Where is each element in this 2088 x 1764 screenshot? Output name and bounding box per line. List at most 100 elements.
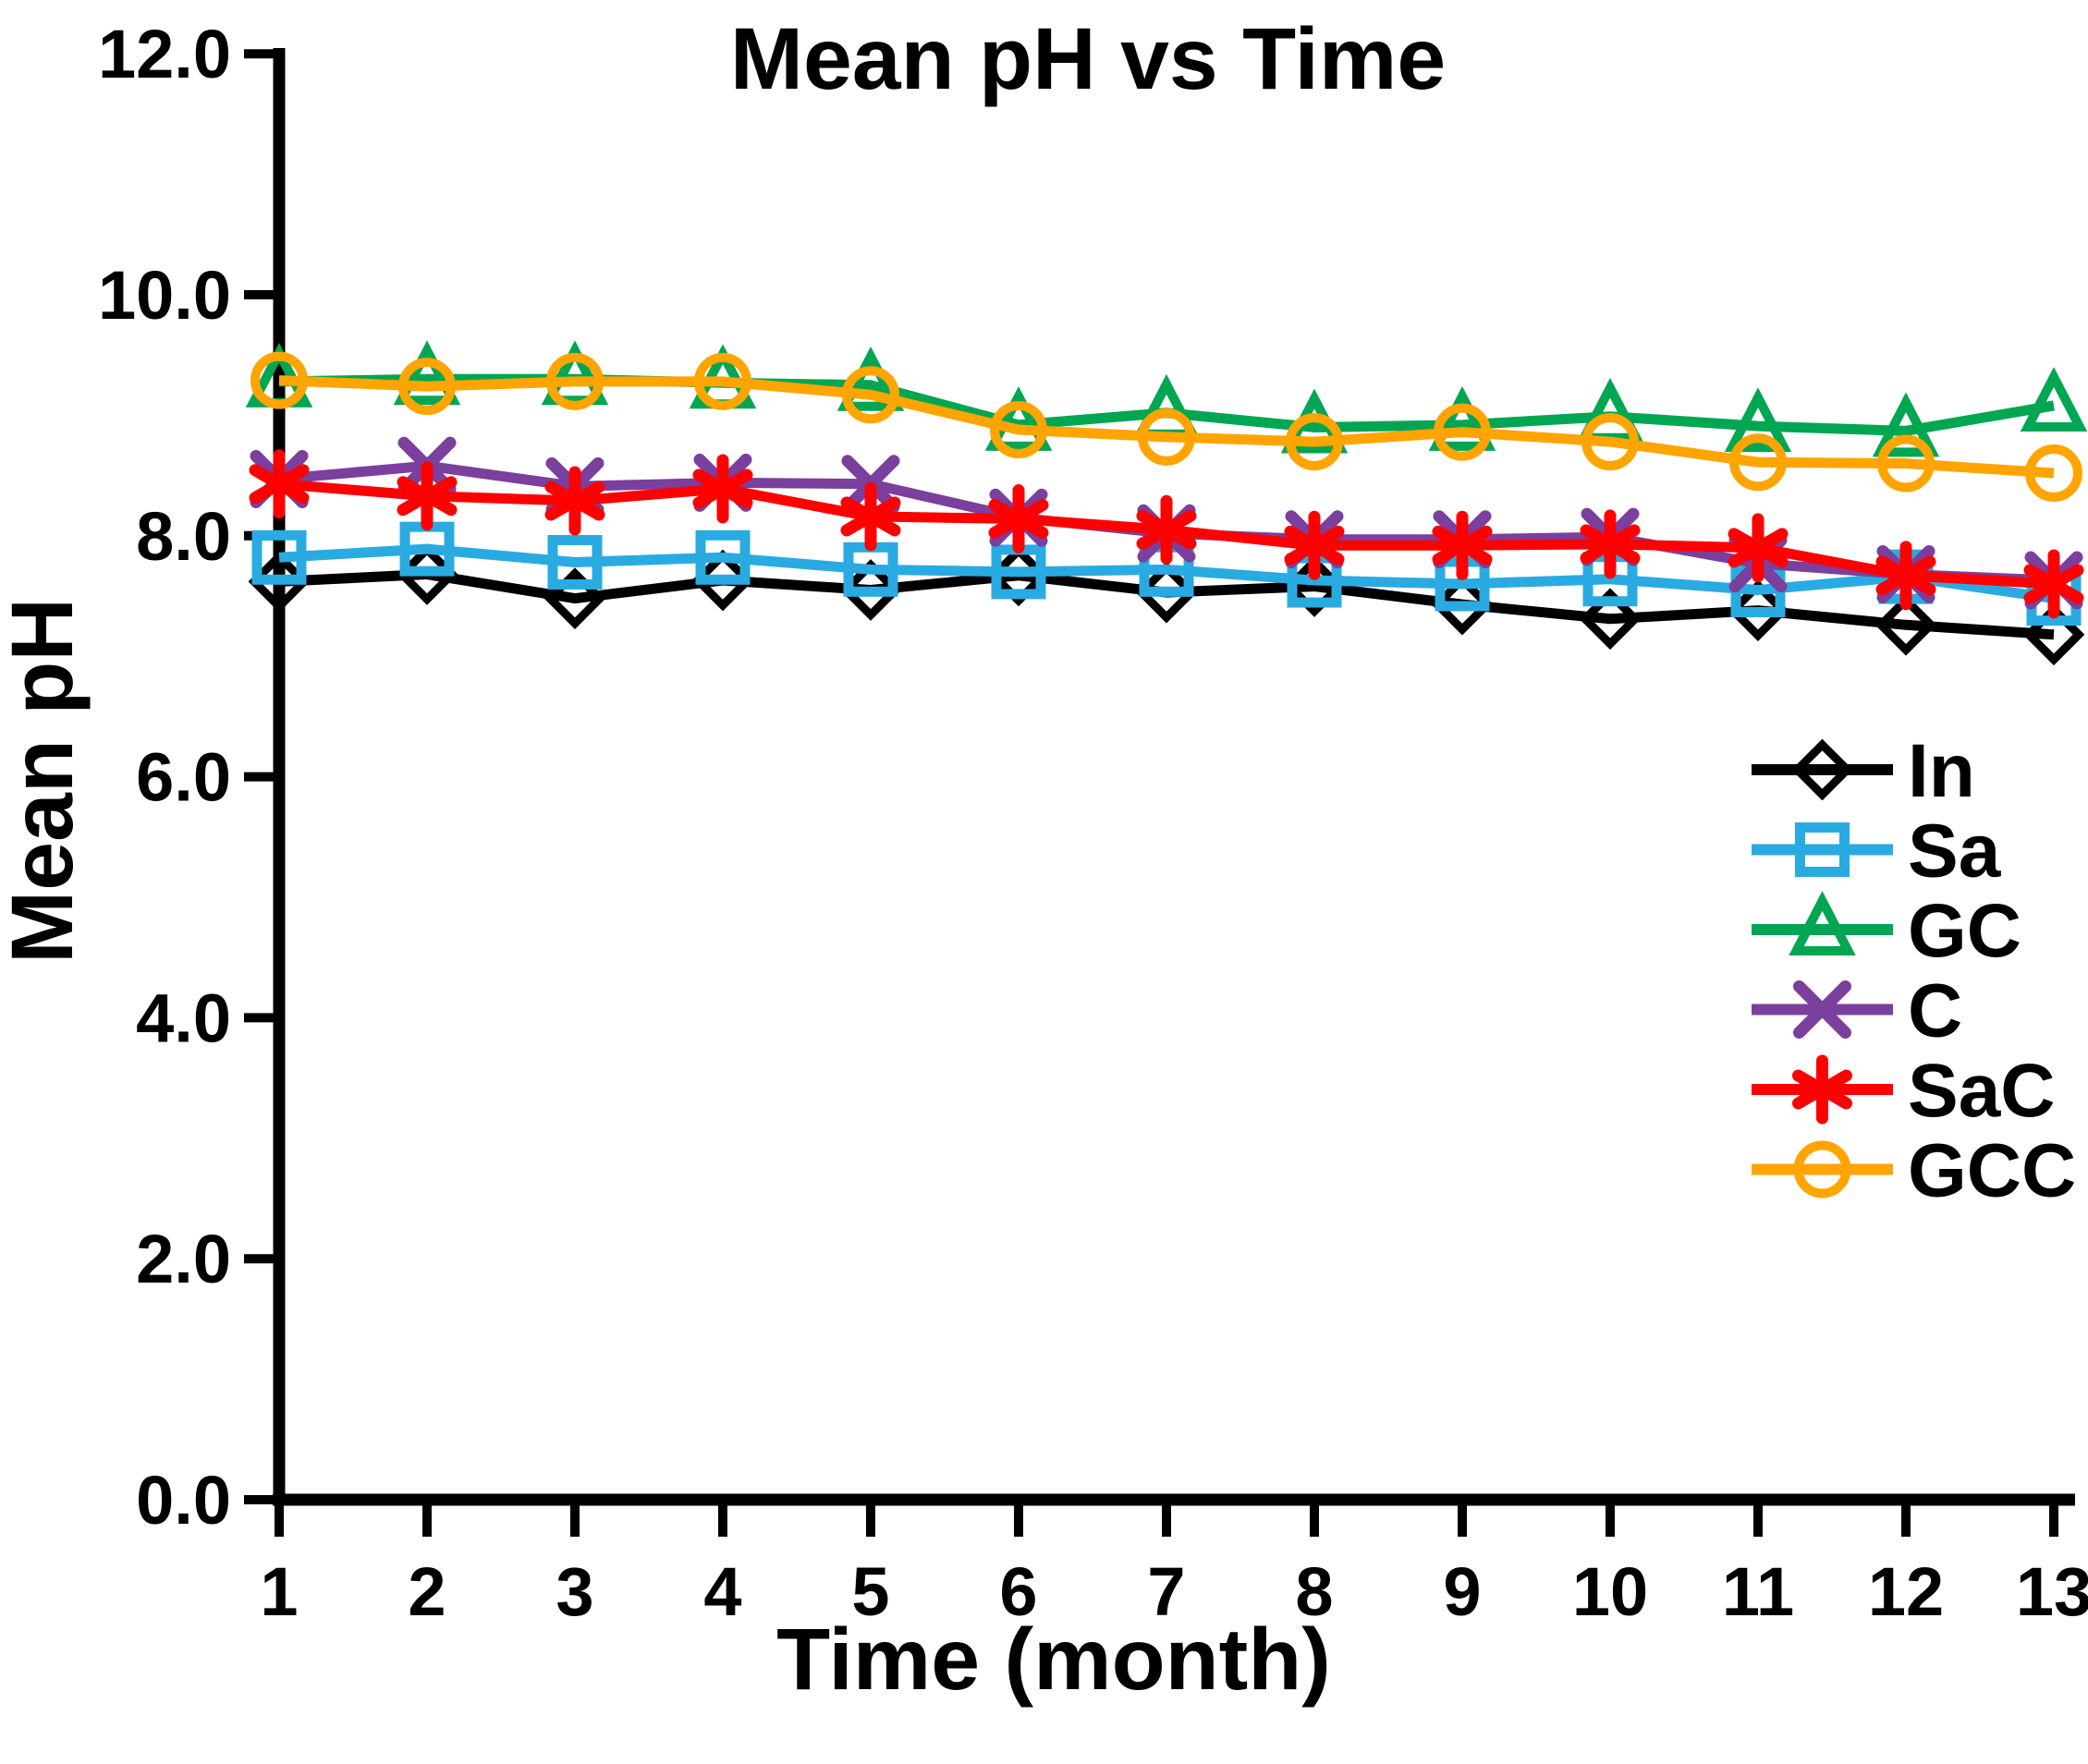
marker-SaC — [1728, 513, 1789, 583]
marker-In-shape — [1727, 579, 1789, 642]
y-tick-label: 4.0 — [136, 979, 231, 1056]
series-layer — [245, 340, 2088, 666]
marker-GCC — [1581, 413, 1639, 471]
x-tick-label: 6 — [999, 1553, 1037, 1630]
marker-GC — [984, 385, 1053, 451]
y-axis-label: Mean pH — [0, 598, 92, 964]
x-tick-label: 5 — [851, 1553, 889, 1630]
legend-marker-Sa — [1795, 822, 1850, 877]
marker-GC — [1872, 392, 1940, 457]
marker-In-shape — [1579, 588, 1642, 651]
marker-SaC-shape — [840, 481, 901, 552]
marker-SaC-shape — [544, 466, 605, 536]
marker-In-shape — [1135, 561, 1198, 624]
marker-SaC — [249, 449, 310, 519]
marker-SaC-shape — [1875, 541, 1936, 611]
series-GCC — [250, 351, 2082, 502]
marker-SaC — [1284, 510, 1345, 580]
marker-In — [248, 550, 311, 613]
marker-In-shape — [543, 567, 606, 629]
marker-In-shape — [2022, 603, 2085, 666]
marker-In — [1727, 579, 1789, 642]
y-tick-label: 12.0 — [98, 16, 231, 92]
legend-marker-GCC-shape — [1793, 1140, 1851, 1198]
axes-layer: 0.02.04.06.08.010.012.01 2 3 4 5 6 7 8 9 10 11 12 13 — [98, 16, 2088, 1630]
legend-marker-In-shape — [1791, 738, 1853, 801]
marker-GC-shape — [1724, 387, 1792, 453]
marker-GCC-shape — [1581, 413, 1639, 471]
legend-item-C: C — [1752, 969, 1962, 1053]
legend-label-Sa: Sa — [1908, 809, 2002, 894]
x-tick-label: 4 — [703, 1553, 741, 1630]
legend-label-SaC: SaC — [1908, 1049, 2056, 1133]
x-tick-label: 12 — [1868, 1553, 1944, 1630]
y-tick-label: 10.0 — [98, 257, 231, 334]
marker-SaC-shape — [2023, 549, 2084, 619]
marker-GCC-shape — [1286, 413, 1343, 471]
legend-marker-GC-shape — [1789, 891, 1856, 955]
y-tick-label: 0.0 — [136, 1462, 231, 1539]
y-tick-label: 2.0 — [136, 1221, 231, 1297]
legend-marker-In — [1791, 738, 1853, 801]
marker-In-shape — [691, 549, 754, 612]
x-tick-label: 11 — [1722, 1553, 1794, 1630]
legend-marker-GC — [1789, 891, 1856, 955]
marker-Sa — [547, 534, 603, 590]
marker-GC — [836, 346, 905, 411]
marker-GCC-shape — [250, 351, 308, 409]
marker-GCC-shape — [694, 352, 751, 410]
marker-SaC — [544, 466, 605, 536]
x-tick-label: 7 — [1147, 1553, 1185, 1630]
marker-GCC — [1138, 408, 1195, 466]
marker-GCC-shape — [842, 366, 899, 424]
marker-GCC — [1877, 434, 1935, 493]
marker-GCC — [694, 352, 751, 410]
marker-SaC-shape — [988, 484, 1049, 554]
marker-GC — [393, 340, 461, 406]
legend-marker-SaC-shape — [1792, 1054, 1852, 1125]
marker-In — [543, 567, 606, 629]
marker-SaC — [840, 481, 901, 552]
marker-In — [1431, 573, 1494, 636]
x-tick-label: 9 — [1443, 1553, 1481, 1630]
marker-In — [396, 543, 458, 605]
marker-In — [839, 559, 902, 621]
marker-GCC-shape — [2025, 444, 2082, 502]
marker-GC — [1724, 387, 1792, 453]
legend-item-In: In — [1752, 729, 1975, 813]
x-tick-label: 13 — [2016, 1553, 2088, 1630]
legend-marker-C — [1793, 980, 1851, 1039]
marker-SaC — [692, 454, 753, 524]
legend-item-SaC: SaC — [1752, 1049, 2056, 1133]
legend-item-GC: GC — [1752, 889, 2021, 973]
marker-SaC-shape — [1728, 513, 1789, 583]
marker-SaC-shape — [249, 449, 310, 519]
legend-marker-C-shape — [1793, 980, 1851, 1039]
marker-GCC-shape — [1434, 403, 1491, 461]
marker-GCC-shape — [546, 352, 604, 410]
marker-GCC — [250, 351, 308, 409]
marker-In-shape — [839, 559, 902, 621]
legend-item-Sa: Sa — [1752, 809, 2002, 894]
marker-GCC — [398, 358, 456, 416]
marker-SaC — [1432, 510, 1493, 580]
series-line-Sa — [278, 543, 2055, 604]
marker-SaC — [988, 484, 1049, 554]
marker-SaC-shape — [397, 461, 458, 531]
x-axis-label: Time (month) — [776, 1611, 1331, 1709]
marker-SaC — [2023, 549, 2084, 619]
marker-In — [2022, 603, 2085, 666]
marker-GC-shape — [984, 385, 1053, 451]
marker-GCC — [842, 366, 899, 424]
marker-GCC — [990, 401, 1047, 459]
legend-label-GC: GC — [1908, 889, 2021, 973]
marker-GC-shape — [2020, 367, 2088, 432]
marker-GC-shape — [393, 340, 461, 406]
marker-GC — [2020, 367, 2088, 432]
marker-In — [1579, 588, 1642, 651]
marker-GCC — [1286, 413, 1343, 471]
marker-GCC-shape — [398, 358, 456, 416]
